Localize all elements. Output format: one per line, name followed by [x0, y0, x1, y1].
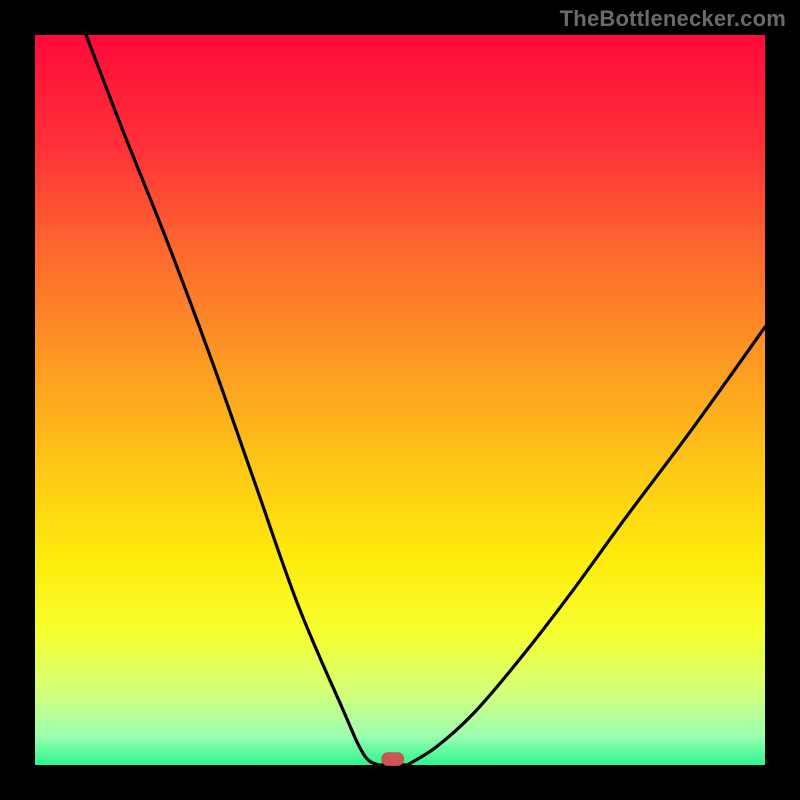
- plot-background: [35, 35, 765, 765]
- watermark-text: TheBottlenecker.com: [560, 6, 786, 32]
- optimum-marker: [382, 753, 404, 766]
- bottleneck-chart: [0, 0, 800, 800]
- chart-container: TheBottlenecker.com: [0, 0, 800, 800]
